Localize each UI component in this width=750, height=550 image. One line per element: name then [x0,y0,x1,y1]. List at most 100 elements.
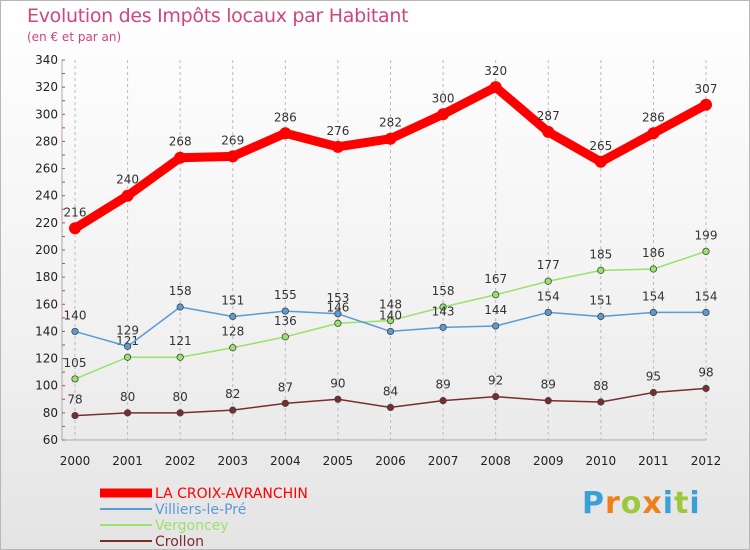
data-point [123,353,132,361]
data-point [649,265,658,273]
data-point [71,327,79,336]
data-point [544,308,552,317]
y-tick-label: 240 [35,189,58,203]
data-label: 78 [67,393,82,407]
y-tick-label: 60 [43,433,58,447]
data-point [229,406,237,414]
x-tick-label: 2009 [533,454,564,468]
legend-entry: Villiers-le-Pré [155,502,246,518]
data-point [386,316,395,325]
y-tick-label: 80 [43,406,58,420]
data-label: 265 [589,139,612,153]
data-point [597,312,605,321]
legend-entry: Crollon [155,534,204,550]
data-label: 90 [330,376,345,390]
data-label: 167 [484,272,507,286]
x-tick-label: 2002 [165,454,196,468]
legend-entry: LA CROIX-AVRANCHIN [155,486,308,502]
logo-letter: i [662,486,675,521]
logo-letter: t [674,486,690,521]
data-point [702,384,710,393]
data-point [439,303,447,311]
y-tick-label: 160 [35,297,58,311]
data-point [649,388,658,397]
data-point [542,125,555,138]
data-point [226,150,239,163]
data-point [647,127,660,140]
data-point [334,319,342,327]
data-label: 140 [379,308,402,322]
data-label: 140 [64,308,87,322]
data-label: 105 [64,356,87,370]
data-label: 216 [64,205,87,219]
data-point [437,108,450,121]
logo-letter: o [620,486,643,521]
data-label: 148 [379,298,402,312]
data-label: 128 [221,325,244,339]
data-label: 151 [589,294,612,308]
data-point [176,353,184,361]
data-point [123,409,132,417]
series-0: 216 240 268 269 286 276 282 300 320 287 265 286 307 [64,64,717,235]
data-point [331,140,344,153]
data-label: 286 [274,110,297,124]
legend: LA CROIX-AVRANCHINVilliers-le-PréVergonc… [100,486,308,550]
data-label: 84 [383,384,398,398]
data-label: 80 [173,390,188,404]
series-1: 140 129 158 151 155 153 140 143 144 154 151 154 154 [64,284,717,350]
data-label: 269 [221,133,244,147]
data-label: 282 [379,116,402,130]
data-label: 154 [642,289,665,303]
y-tick-label: 200 [35,243,58,257]
data-point [492,322,500,330]
data-point [702,308,710,317]
data-label: 92 [488,374,503,388]
data-label: 143 [432,304,455,318]
logo-letter: P [582,486,605,521]
y-tick-label: 100 [35,379,58,393]
data-label: 186 [642,246,665,260]
data-point [279,127,292,140]
data-point [386,403,395,412]
data-label: 146 [326,300,349,314]
y-tick-label: 300 [35,107,58,121]
x-tick-label: 2003 [217,454,248,468]
data-point [492,392,500,401]
axes: 60 80 100 120 140 160 180 200 220 240 260 280 300 320… [35,53,721,468]
logo-letter: x [642,486,663,521]
data-point [281,399,289,407]
data-point [121,189,134,202]
data-label: 154 [537,289,560,303]
data-point [700,98,712,111]
data-point [334,395,342,403]
x-tick-label: 2012 [691,454,722,468]
proxiti-logo: Proxiti [582,486,701,521]
data-point [281,307,289,315]
data-label: 155 [274,288,297,302]
data-point [384,132,397,145]
data-label: 89 [435,378,450,392]
data-label: 153 [326,291,349,305]
data-label: 144 [484,303,507,317]
data-point [594,155,607,168]
logo-letter: r [605,486,621,521]
data-label: 276 [326,124,349,138]
y-tick-label: 280 [35,134,58,148]
data-label: 158 [432,284,455,298]
data-label: 136 [274,314,297,328]
data-point [176,409,184,417]
data-point [544,277,552,285]
x-tick-label: 2006 [375,454,406,468]
data-label: 158 [169,284,192,298]
data-point [439,323,447,331]
chart-subtitle: (en € et par an) [27,30,122,44]
data-point [439,397,447,405]
legend-entry: Vergoncey [155,518,229,534]
data-label: 300 [432,91,455,105]
x-tick-label: 2001 [112,454,143,468]
data-point [69,222,81,235]
data-label: 95 [646,370,661,384]
data-label: 287 [537,109,560,123]
